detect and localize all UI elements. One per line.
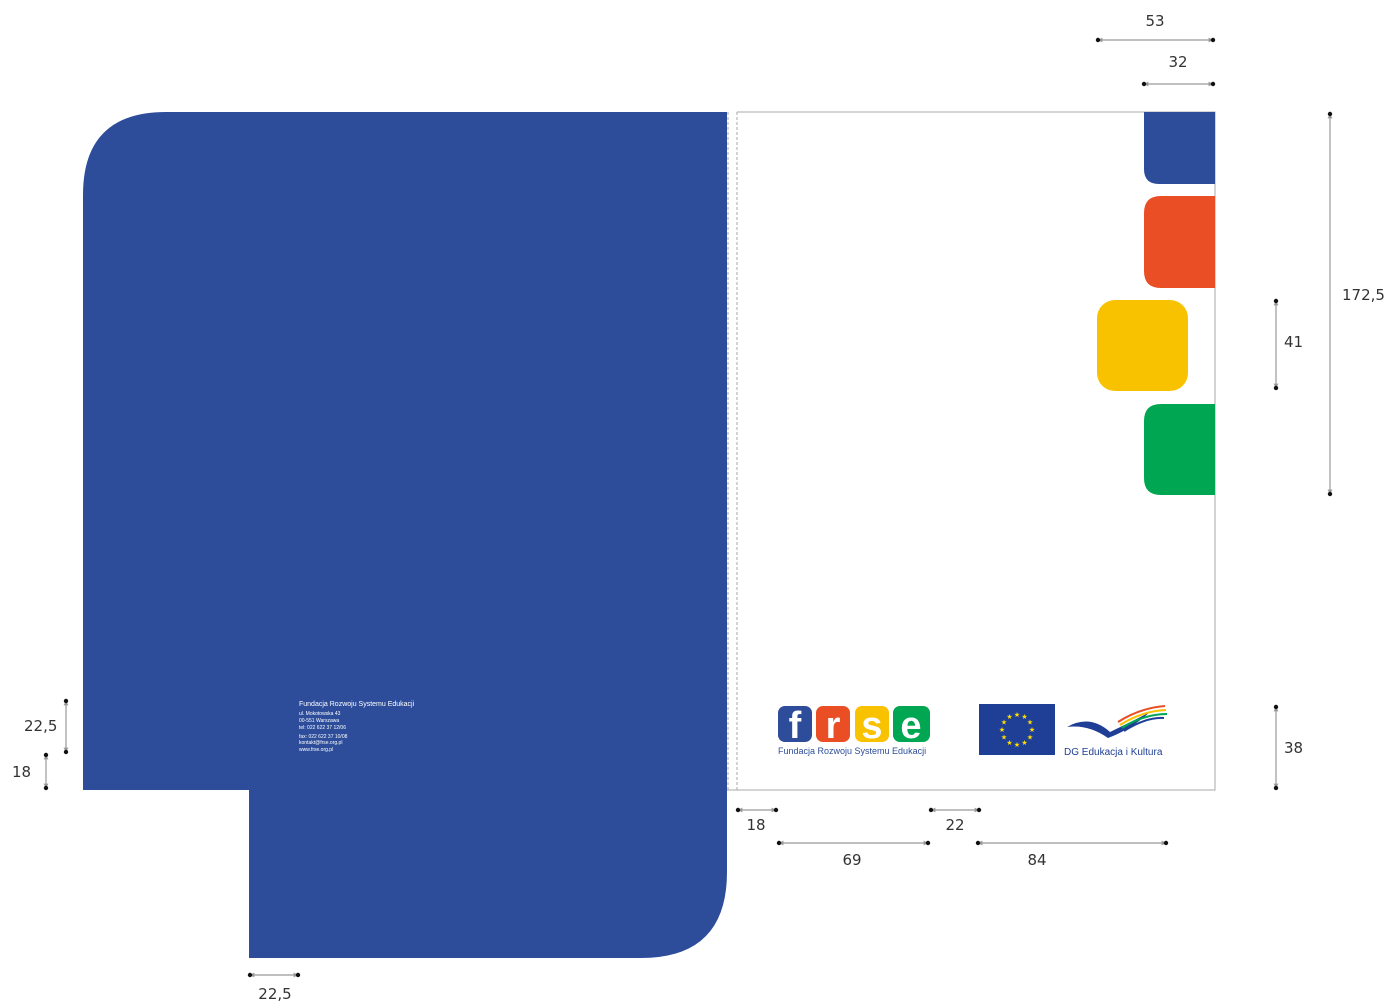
eu-star-icon: ★ xyxy=(999,726,1005,734)
frse-box-f xyxy=(778,706,812,742)
white-panel-outline xyxy=(727,111,1216,791)
tab-blue xyxy=(1144,112,1215,184)
address-tel: tel: 022 622 37 12/06 xyxy=(299,725,346,731)
frse-box-e xyxy=(893,706,930,742)
eu-star-icon: ★ xyxy=(1006,739,1012,747)
eu-star-icon: ★ xyxy=(1021,713,1027,721)
dim-label-bottom-flap: 22,5 xyxy=(258,985,291,1003)
dim-label-top-outer: 53 xyxy=(1145,12,1164,30)
dg-swoosh-icon xyxy=(1067,712,1150,738)
frse-letter-r: r xyxy=(826,705,841,747)
eu-flag-logo: ★ ★★★★★★★★★★★ xyxy=(979,704,1055,755)
eu-star-icon: ★ xyxy=(1021,739,1027,747)
frse-letter-f: f xyxy=(789,705,802,747)
address-web: www.frse.org.pl xyxy=(299,747,333,753)
dimensions xyxy=(43,37,1333,978)
dim-label-frse-width: 69 xyxy=(842,851,861,869)
eu-star-icon: ★ xyxy=(1014,711,1020,719)
eu-star-icon: ★ xyxy=(1027,719,1033,727)
frse-letter-s: s xyxy=(861,705,882,747)
frse-box-s xyxy=(855,706,889,742)
eu-star-icon: ★ xyxy=(1014,741,1020,749)
eu-star-icon: ★ xyxy=(1001,719,1007,727)
tab-green xyxy=(1144,404,1215,495)
dim-label-logo-height: 38 xyxy=(1284,739,1303,757)
tab-yellow xyxy=(1097,300,1188,391)
eu-star-icon: ★ xyxy=(1001,734,1007,742)
dim-label-top-inner: 32 xyxy=(1168,53,1187,71)
address-block: Fundacja Rozwoju Systemu Edukacji ul. Mo… xyxy=(299,701,415,753)
dimension-labels: 53 32 172,5 41 38 22,5 18 22,5 18 69 22 … xyxy=(12,12,1385,1003)
frse-letter-e: e xyxy=(900,705,921,747)
dim-label-logo-gap: 22 xyxy=(945,816,964,834)
dim-label-left-lower: 18 xyxy=(12,763,31,781)
dim-label-right-height: 172,5 xyxy=(1342,286,1385,304)
address-city: 00-551 Warszawa xyxy=(299,718,339,724)
dg-logo: DG Edukacja i Kultura xyxy=(1064,705,1168,758)
eu-star-icon: ★ xyxy=(1027,734,1033,742)
dg-caption: DG Edukacja i Kultura xyxy=(1064,747,1163,758)
frse-logo: f r s e Fundacja Rozwoju Systemu Edukacj… xyxy=(778,705,930,756)
address-street: ul. Mokotowska 43 xyxy=(299,711,341,717)
blue-folder-cover xyxy=(83,112,727,958)
dim-label-left-upper: 22,5 xyxy=(24,717,57,735)
frse-caption: Fundacja Rozwoju Systemu Edukacji xyxy=(778,746,926,756)
tab-orange xyxy=(1144,196,1215,288)
dimension-endpoints xyxy=(43,37,1333,978)
address-name: Fundacja Rozwoju Systemu Edukacji xyxy=(299,701,415,708)
eu-star-icon: ★ xyxy=(1029,726,1035,734)
eu-stars: ★ ★★★★★★★★★★★ xyxy=(999,711,1035,749)
address-fax: fax: 022 622 37 10/08 xyxy=(299,734,348,740)
eu-flag xyxy=(979,704,1055,755)
eu-star-icon: ★ xyxy=(1006,713,1012,721)
dim-label-eu-width: 84 xyxy=(1027,851,1046,869)
dim-label-tab-height: 41 xyxy=(1284,333,1303,351)
dim-label-fold-gap: 18 xyxy=(746,816,765,834)
address-email: kontakt@frse.org.pl xyxy=(299,740,342,746)
frse-box-r xyxy=(816,706,850,742)
